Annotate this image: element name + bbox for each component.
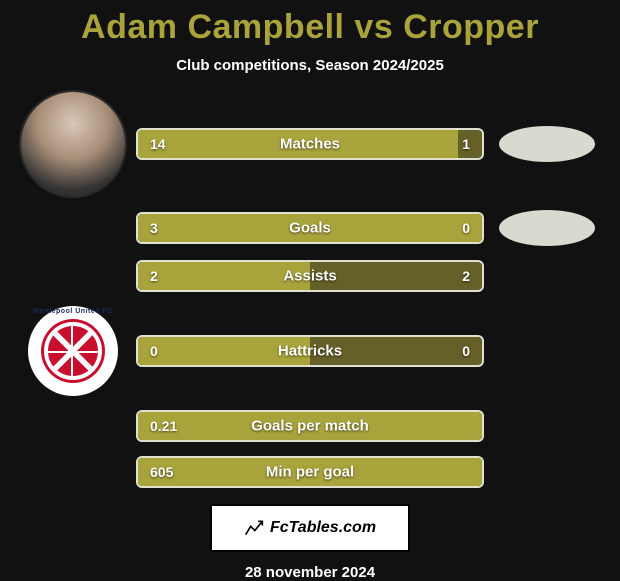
stat-bar-hattricks: 0 Hattricks 0	[136, 335, 484, 367]
stat-row: 3 Goals 0	[20, 210, 600, 246]
date-text: 28 november 2024	[0, 564, 620, 581]
stat-left-value: 0.21	[150, 418, 177, 434]
club-logo-icon: Hartlepool United FC	[28, 306, 118, 396]
left-avatar-slot: Hartlepool United FC	[20, 306, 126, 396]
stat-row: 2 Assists 2	[20, 260, 600, 292]
stat-right-value: 2	[462, 268, 470, 284]
stat-bar-matches: 14 Matches 1	[136, 128, 484, 160]
stat-left-value: 2	[150, 268, 158, 284]
page-subtitle: Club competitions, Season 2024/2025	[0, 57, 620, 74]
player-avatar	[21, 92, 125, 196]
club-logo-text: Hartlepool United FC	[28, 308, 118, 315]
stat-bar-assists: 2 Assists 2	[136, 260, 484, 292]
stat-bar-goals: 3 Goals 0	[136, 212, 484, 244]
right-slot	[494, 210, 600, 246]
page-title: Adam Campbell vs Cropper	[0, 0, 620, 47]
stat-right-value: 1	[462, 136, 470, 152]
stat-left-value: 14	[150, 136, 166, 152]
wheel-icon	[44, 322, 102, 380]
stat-label: Assists	[283, 268, 336, 285]
stat-label: Min per goal	[266, 464, 354, 481]
stat-left-value: 605	[150, 464, 173, 480]
stat-right-value: 0	[462, 220, 470, 236]
stat-row: 0.21 Goals per match	[20, 410, 600, 442]
stat-right-value: 0	[462, 343, 470, 359]
stat-row: Hartlepool United FC 0 Hattricks 0	[20, 306, 600, 396]
stat-left-value: 0	[150, 343, 158, 359]
stat-label: Goals	[289, 220, 331, 237]
placeholder-oval	[499, 126, 595, 162]
stat-left-value: 3	[150, 220, 158, 236]
stat-bar-mpg: 605 Min per goal	[136, 456, 484, 488]
stat-label: Matches	[280, 136, 340, 153]
chart-icon	[244, 518, 264, 538]
stat-bar-gpm: 0.21 Goals per match	[136, 410, 484, 442]
right-slot	[494, 126, 600, 162]
stat-row: 14 Matches 1	[20, 92, 600, 196]
left-avatar-slot	[20, 92, 126, 196]
stats-container: 14 Matches 1 3 Goals 0 2 Assists 2	[0, 92, 620, 488]
brand-badge: FcTables.com	[210, 504, 410, 552]
stat-label: Hattricks	[278, 343, 342, 360]
stat-label: Goals per match	[251, 418, 369, 435]
stat-row: 605 Min per goal	[20, 456, 600, 488]
brand-text: FcTables.com	[270, 519, 376, 537]
placeholder-oval	[499, 210, 595, 246]
